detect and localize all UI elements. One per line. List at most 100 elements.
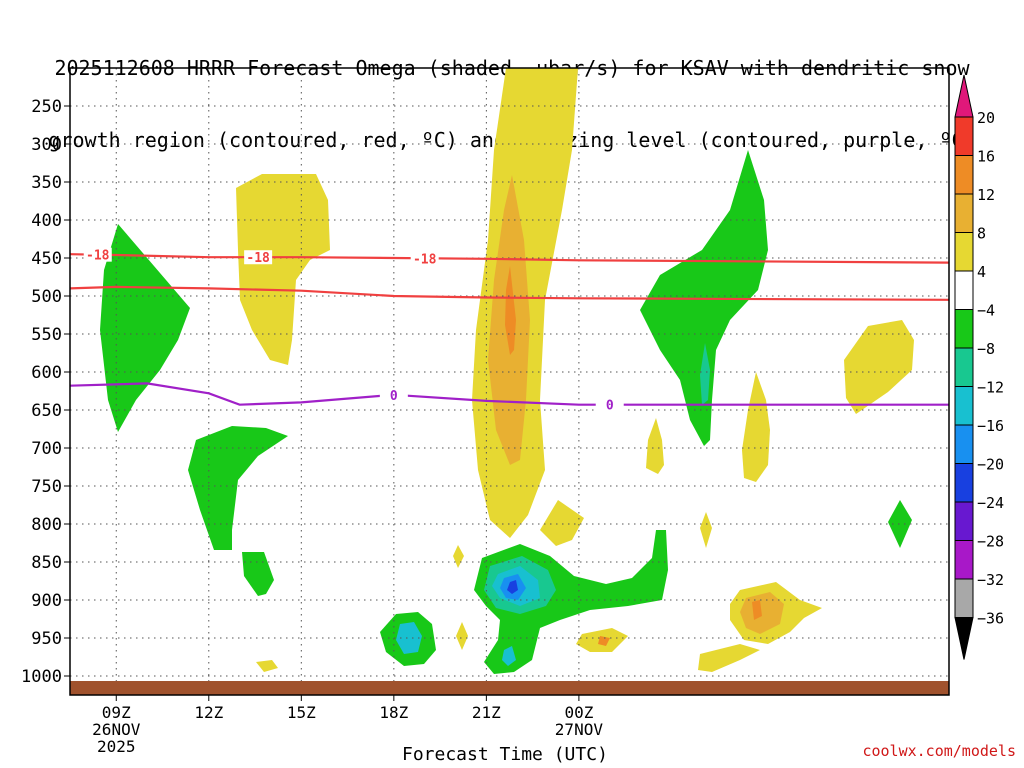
omega-shading <box>100 68 914 674</box>
omega-region-21z-core <box>700 343 710 405</box>
colorbar-tick-label: 20 <box>977 109 995 127</box>
y-tick-label: 250 <box>31 97 62 117</box>
freezing-level-label: 0 <box>390 389 398 404</box>
freezing-level-label: 0 <box>606 399 614 414</box>
ground-surface <box>70 681 949 695</box>
dgz-minus18-label: -18 <box>246 251 270 266</box>
colorbar-swatch <box>954 232 974 272</box>
y-tick-label: 600 <box>31 363 62 383</box>
x-tick-date: 27NOV <box>555 720 604 739</box>
y-tick-label: 700 <box>31 439 62 459</box>
colorbar-swatch <box>954 540 974 580</box>
y-tick-label: 1000 <box>21 667 62 687</box>
colorbar-swatch <box>954 155 974 195</box>
dgz-minus12-line <box>70 285 949 301</box>
y-tick-label: 400 <box>31 211 62 231</box>
omega-region-22z-ascent <box>742 372 770 482</box>
colorbar-tick-label: 16 <box>977 148 995 166</box>
x-tick-label: 00Z <box>564 703 593 722</box>
omega-region-19z-core <box>598 636 610 646</box>
colorbar-swatch <box>954 193 974 233</box>
omega-region-lowlevel-24 <box>507 580 518 594</box>
colorbar-tick-label: −32 <box>977 571 1004 589</box>
colorbar-swatch <box>954 116 974 156</box>
dgz-minus18-label: -18 <box>86 249 110 264</box>
colorbar-swatch <box>954 501 974 541</box>
y-tick-label: 650 <box>31 401 62 421</box>
y-tick-label: 800 <box>31 515 62 535</box>
y-tick-label: 550 <box>31 325 62 345</box>
colorbar-tick-label: −12 <box>977 379 1004 397</box>
colorbar-tick-label: −8 <box>977 340 995 358</box>
freezing-level-line <box>70 382 949 406</box>
colorbar-swatch <box>954 270 974 310</box>
omega-region-18z-small <box>540 500 584 546</box>
omega-region-20z-small <box>646 418 664 474</box>
x-tick-label: 12Z <box>194 703 223 722</box>
colorbar-arrow-top <box>954 74 974 118</box>
omega-region-21z-tiny <box>700 512 712 548</box>
chart-contours: -18 -18 -18 0 0 <box>70 247 949 414</box>
chart-grid <box>70 68 949 695</box>
omega-region-16z-tiny-2 <box>456 622 468 650</box>
y-tick-label: 850 <box>31 553 62 573</box>
omega-region-01z-small <box>888 500 912 548</box>
omega-region-15z-core <box>396 622 422 654</box>
omega-region-16z-tiny <box>453 545 464 568</box>
y-tick-label: 350 <box>31 173 62 193</box>
freezing-level-label-bg <box>595 397 624 412</box>
colorbar-tick-label: −24 <box>977 494 1004 512</box>
dgz-minus18-label-bg <box>410 251 439 266</box>
colorbar-swatch <box>954 386 974 426</box>
colorbar-tick-label: −16 <box>977 417 1004 435</box>
x-axis-label: Forecast Time (UTC) <box>402 744 608 765</box>
y-tick-label: 500 <box>31 287 62 307</box>
colorbar-tick-label: −20 <box>977 456 1004 474</box>
colorbar-tick-label: −36 <box>977 610 1004 628</box>
colorbar-tick-label: −4 <box>977 302 995 320</box>
x-tick-year: 2025 <box>97 737 136 756</box>
colorbar-tick-label: 4 <box>977 263 986 281</box>
plot-frame <box>69 67 950 696</box>
dgz-minus18-label-bg <box>83 247 112 262</box>
colorbar-tick-label: 12 <box>977 186 995 204</box>
x-tick-date: 26NOV <box>92 720 141 739</box>
dgz-minus18-line <box>70 253 949 264</box>
y-tick-label: 950 <box>31 629 62 649</box>
omega-region-ascent-12 <box>505 266 516 355</box>
source-link[interactable]: coolwx.com/models <box>862 742 1016 760</box>
freezing-level-label-bg <box>379 387 408 402</box>
omega-region-12z-ascent <box>236 174 330 365</box>
omega-region-11z-subsidence <box>188 426 288 550</box>
colorbar-swatch <box>954 309 974 349</box>
y-tick-label: 900 <box>31 591 62 611</box>
dgz-minus18-label: -18 <box>413 252 437 267</box>
colorbar-tick-label: −28 <box>977 533 1004 551</box>
y-tick-label: 750 <box>31 477 62 497</box>
y-tick-label: 450 <box>31 249 62 269</box>
colorbar-swatch <box>954 347 974 387</box>
colorbar-swatch <box>954 424 974 464</box>
omega-region-00z-ascent <box>844 320 914 414</box>
x-tick-label: 21Z <box>472 703 501 722</box>
x-tick-label: 18Z <box>379 703 408 722</box>
omega-region-22z-lowlevel-8 <box>740 592 784 634</box>
omega-region-lowlevel-bottom <box>502 646 516 666</box>
y-axis: 250 300 350 400 450 500 550 600 650 700 750 800 850 9… <box>21 97 70 687</box>
colorbar-tick-label: 8 <box>977 225 986 243</box>
dgz-minus18-label-bg <box>244 250 273 265</box>
colorbar: 20 16 12 8 4 −4 −8 −12 −16 −20 −24 −28 −32 −36 <box>954 74 1004 660</box>
omega-region-12z-small <box>242 552 274 596</box>
y-tick-label: 300 <box>31 135 62 155</box>
omega-region-21z-bottom <box>698 644 760 672</box>
x-tick-label: 09Z <box>102 703 131 722</box>
omega-region-12z-bottom <box>256 660 278 672</box>
colorbar-swatch <box>954 578 974 618</box>
x-tick-label: 15Z <box>287 703 316 722</box>
colorbar-arrow-bottom <box>954 617 974 660</box>
omega-region-09z-subsidence <box>100 224 190 432</box>
omega-region-22z-lowlevel-12 <box>752 600 762 620</box>
colorbar-swatch <box>954 463 974 503</box>
